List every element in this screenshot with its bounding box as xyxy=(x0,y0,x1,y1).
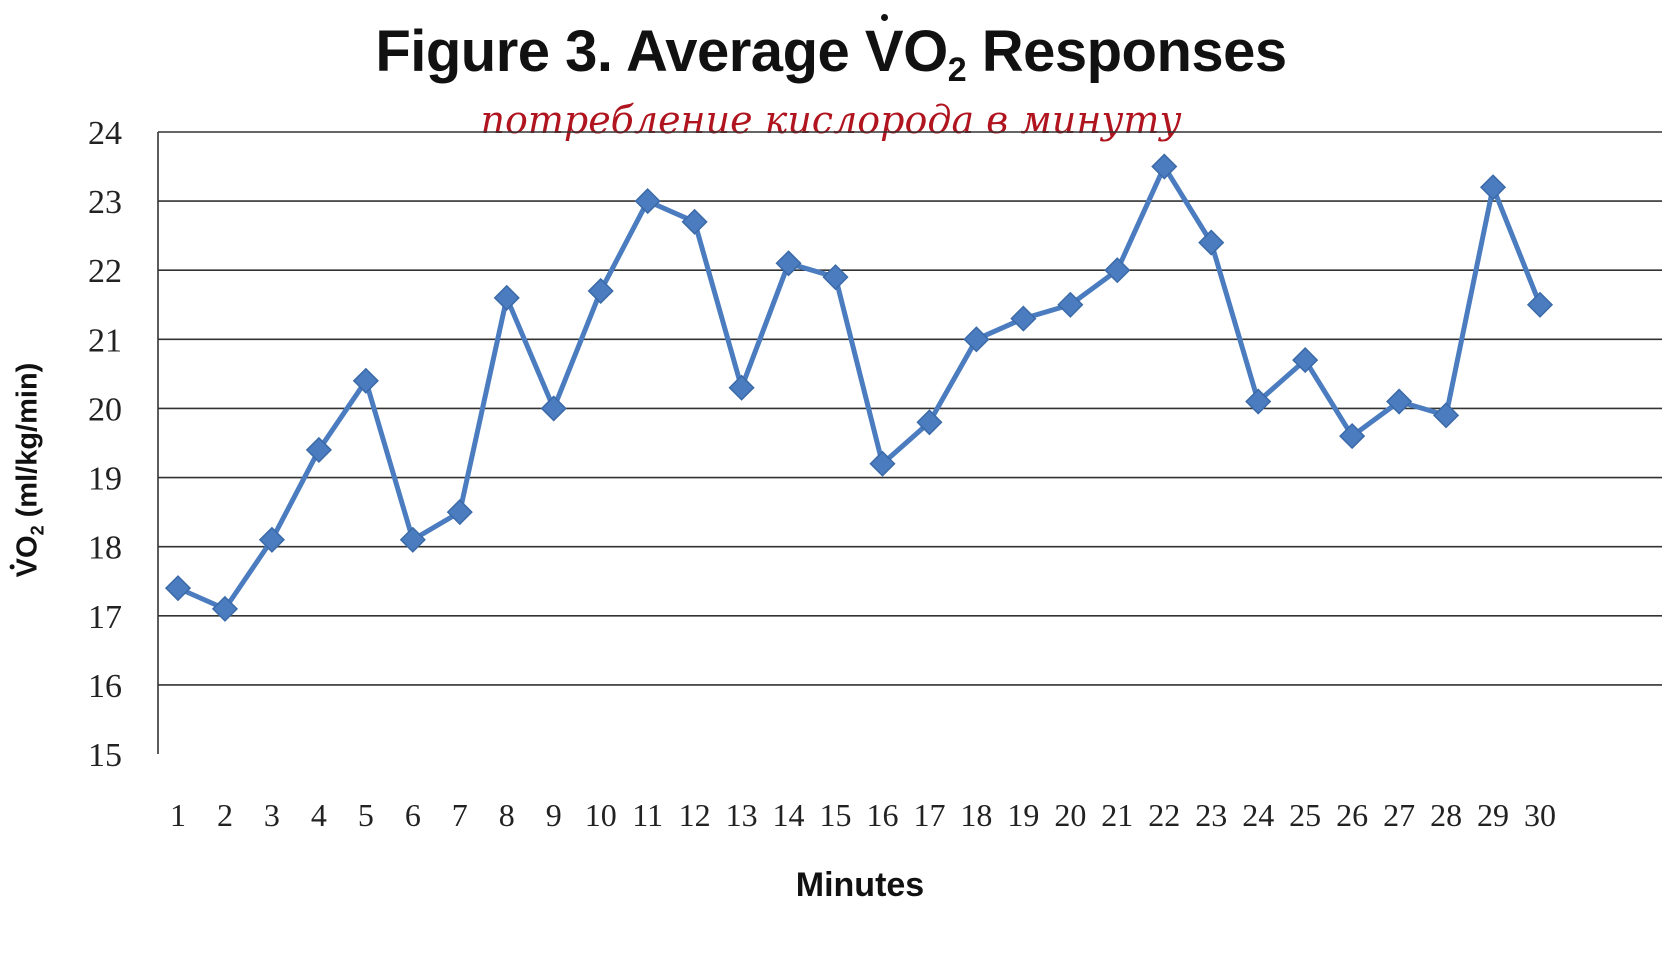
x-tick-label: 18 xyxy=(960,797,992,833)
x-tick-label: 25 xyxy=(1289,797,1321,833)
x-tick-label: 8 xyxy=(499,797,515,833)
data-point xyxy=(540,395,567,422)
x-tick-label: 23 xyxy=(1195,797,1227,833)
x-tick-label: 21 xyxy=(1101,797,1133,833)
y-tick-label: 24 xyxy=(88,115,122,152)
data-point xyxy=(775,250,802,277)
x-tick-label: 19 xyxy=(1007,797,1039,833)
x-tick-label: 16 xyxy=(866,797,898,833)
x-tick-label: 14 xyxy=(773,797,805,833)
data-point xyxy=(728,374,755,401)
data-point xyxy=(493,284,520,311)
data-point xyxy=(1339,423,1366,450)
data-point xyxy=(258,526,285,553)
data-point xyxy=(1104,257,1131,284)
y-tick-label: 15 xyxy=(88,737,122,774)
data-point xyxy=(211,595,239,622)
x-tick-label: 24 xyxy=(1242,797,1274,833)
x-tick-label: 27 xyxy=(1383,797,1415,833)
x-tick-label: 26 xyxy=(1336,797,1368,833)
x-tick-label: 13 xyxy=(726,797,758,833)
chart-title: Figure 3. Average VO2 Responses xyxy=(375,14,1287,89)
x-tick-label: 10 xyxy=(585,797,617,833)
data-point xyxy=(1479,174,1507,201)
data-point xyxy=(869,450,896,477)
data-point xyxy=(1198,229,1225,256)
x-tick-label: 20 xyxy=(1054,797,1086,833)
data-point xyxy=(1010,305,1037,332)
y-tick-label: 19 xyxy=(88,461,122,498)
y-tick-label: 23 xyxy=(88,184,122,221)
data-point xyxy=(963,326,990,353)
data-point xyxy=(305,436,332,463)
y-tick-label: 22 xyxy=(88,253,122,290)
x-tick-label: 17 xyxy=(913,797,945,833)
data-point xyxy=(1433,402,1460,429)
data-point xyxy=(1292,347,1319,374)
data-point xyxy=(1151,153,1178,180)
y-tick-label: 21 xyxy=(88,322,122,359)
x-tick-label: 11 xyxy=(632,797,663,833)
x-tick-label: 1 xyxy=(170,797,186,833)
x-tick-label: 7 xyxy=(452,797,468,833)
y-tick-label: 20 xyxy=(88,391,122,428)
data-point xyxy=(681,208,708,235)
x-tick-label: 22 xyxy=(1148,797,1180,833)
y-axis-label: VO2 (ml/kg/min) xyxy=(11,362,48,578)
x-tick-label: 30 xyxy=(1524,797,1556,833)
data-point xyxy=(164,575,192,602)
x-tick-label: 5 xyxy=(358,797,374,833)
data-point xyxy=(446,499,473,526)
x-tick-label: 6 xyxy=(405,797,421,833)
data-point xyxy=(587,277,614,305)
v-dot-glyph: V xyxy=(11,557,44,578)
x-tick-label: 9 xyxy=(546,797,562,833)
x-axis-label: Minutes xyxy=(795,866,925,904)
y-tick-label: 16 xyxy=(88,668,122,705)
data-point xyxy=(1057,291,1084,318)
data-point xyxy=(399,526,426,553)
v-dot-glyph: V xyxy=(864,14,904,84)
y-tick-label: 17 xyxy=(88,599,122,636)
x-tick-label: 28 xyxy=(1430,797,1462,833)
data-point xyxy=(634,188,661,215)
chart-subtitle: потребление кислорода в минуту xyxy=(480,98,1182,142)
x-tick-label: 29 xyxy=(1477,797,1509,833)
x-tick-label: 3 xyxy=(264,797,280,833)
y-tick-label: 18 xyxy=(88,530,122,567)
data-point xyxy=(916,409,943,436)
data-point xyxy=(822,264,849,291)
series-line xyxy=(176,164,1543,612)
x-tick-label: 4 xyxy=(311,797,327,833)
x-tick-label: 2 xyxy=(217,797,233,833)
data-point xyxy=(352,367,379,394)
x-tick-label: 12 xyxy=(679,797,711,833)
data-point xyxy=(1526,291,1554,318)
data-point xyxy=(1386,388,1413,415)
x-tick-label: 15 xyxy=(820,797,852,833)
data-point xyxy=(1245,388,1272,415)
